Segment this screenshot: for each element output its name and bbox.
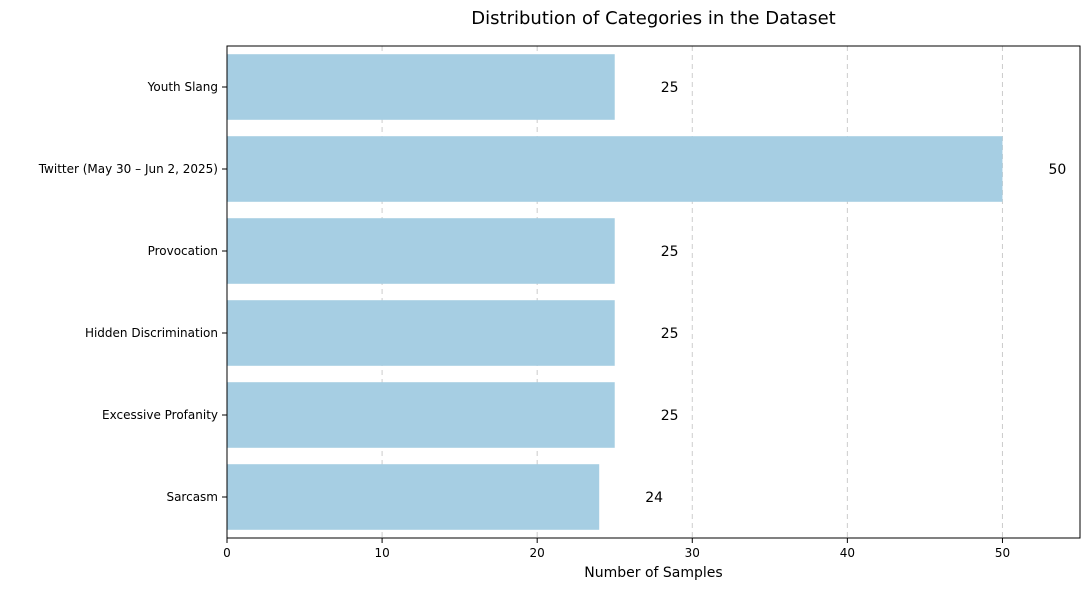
data-labels: 25 50 25 25 25 24 (645, 80, 1066, 506)
bar (227, 136, 1003, 202)
bar (227, 54, 615, 120)
y-tick-label: Sarcasm (166, 490, 218, 504)
data-label: 25 (661, 408, 679, 424)
plot-frame (226, 45, 1081, 539)
bars (227, 54, 1003, 530)
x-axis-ticks: 0 10 20 30 40 50 (223, 538, 1010, 560)
data-label: 25 (661, 244, 679, 260)
chart-title: Distribution of Categories in the Datase… (471, 8, 835, 29)
x-tick-label: 50 (995, 546, 1010, 560)
bar (227, 382, 615, 448)
data-label: 25 (661, 80, 679, 96)
data-label: 50 (1048, 162, 1066, 178)
x-tick-label: 20 (530, 546, 545, 560)
y-tick-label: Hidden Discrimination (85, 326, 218, 340)
x-tick-label: 40 (840, 546, 855, 560)
bar (227, 218, 615, 284)
bar (227, 464, 600, 530)
x-tick-label: 0 (223, 546, 231, 560)
y-tick-label: Youth Slang (147, 80, 218, 94)
grid-lines (381, 46, 1003, 538)
data-label: 25 (661, 326, 679, 342)
y-axis-ticks: Youth Slang Twitter (May 30 – Jun 2, 2025… (38, 80, 227, 504)
x-tick-label: 30 (685, 546, 700, 560)
y-tick-label: Twitter (May 30 – Jun 2, 2025) (38, 162, 218, 176)
x-axis-title: Number of Samples (584, 565, 722, 581)
bar (227, 300, 615, 366)
y-tick-label: Provocation (148, 244, 218, 258)
data-label: 24 (645, 490, 663, 506)
x-tick-label: 10 (374, 546, 389, 560)
y-tick-label: Excessive Profanity (102, 408, 218, 422)
